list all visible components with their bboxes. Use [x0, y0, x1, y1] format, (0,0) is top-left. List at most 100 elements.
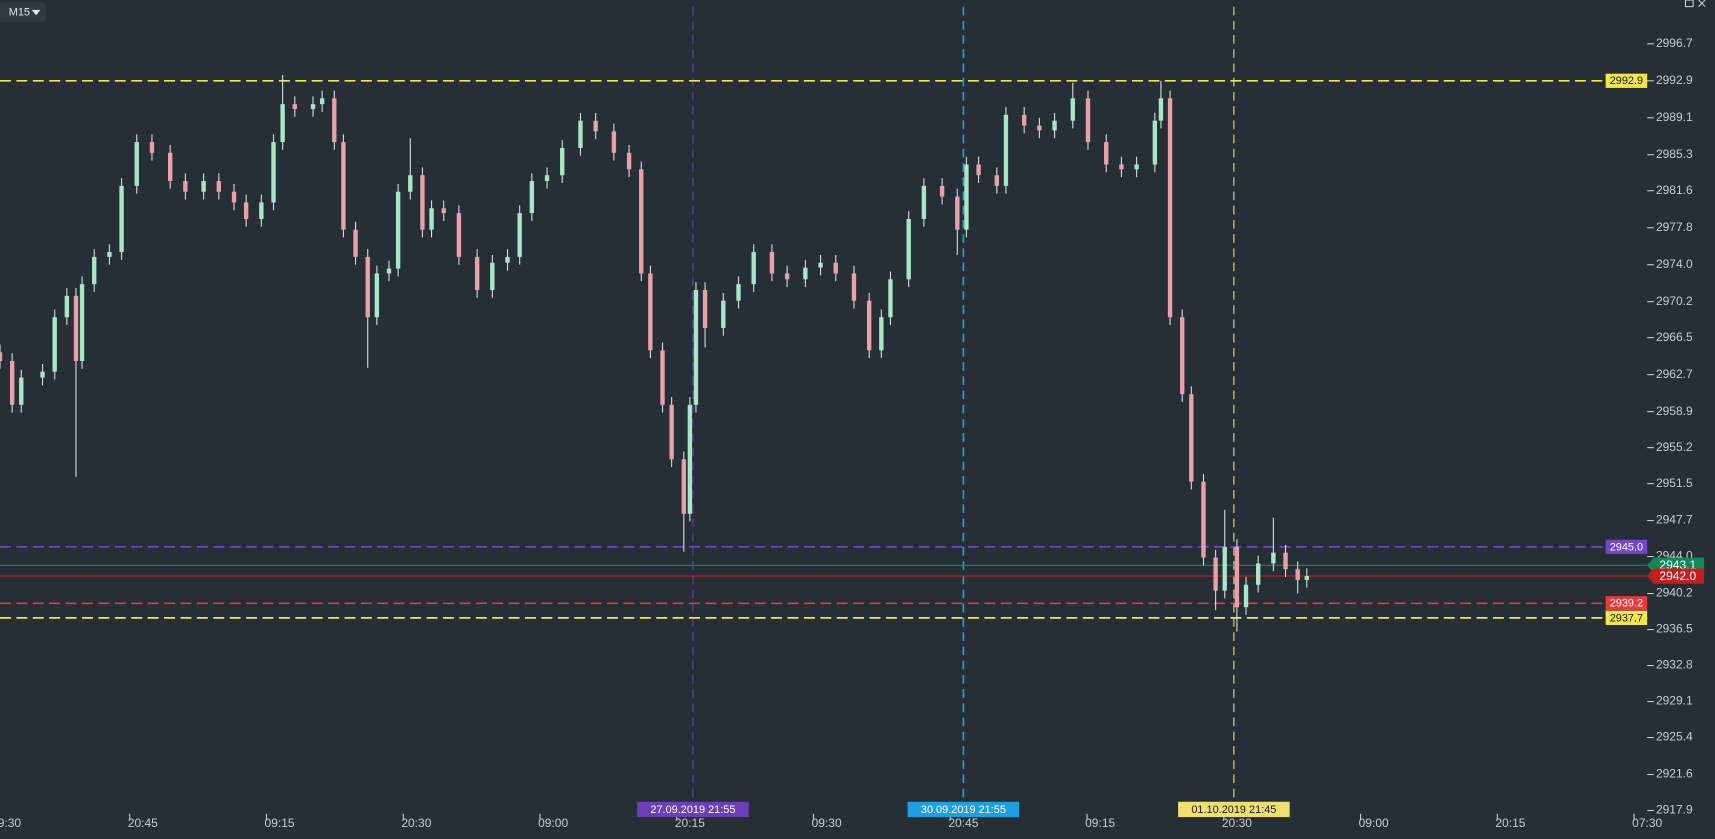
x-tick-label: 20:45 — [128, 816, 158, 830]
x-tick-label: 09:30 — [0, 816, 21, 830]
candle-body — [769, 252, 775, 274]
y-tick-label: 2958.9 — [1656, 404, 1693, 418]
candle-body — [271, 142, 276, 203]
candle-body — [19, 377, 24, 405]
y-tick-label: 2955.2 — [1656, 440, 1693, 454]
candle-body — [1295, 569, 1300, 580]
candle-body — [702, 289, 708, 328]
candle-body — [441, 208, 446, 214]
candle-body — [1304, 576, 1309, 580]
x-tick-label: 09:15 — [265, 816, 295, 830]
candle-body — [408, 175, 413, 192]
level-label: 2945.0 — [1610, 541, 1643, 553]
time-label: 30.09.2019 21:55 — [921, 804, 1006, 816]
time-label: 01.10.2019 21:45 — [1191, 804, 1276, 816]
level-label: 2937.7 — [1610, 612, 1643, 624]
y-tick-label: 2974.0 — [1656, 257, 1693, 271]
candle-body — [939, 185, 945, 197]
candle-body — [1152, 120, 1158, 165]
candle-body — [429, 208, 434, 230]
timeframe-button[interactable]: M15 — [0, 2, 46, 22]
candle-body — [52, 317, 57, 372]
candle-body — [1104, 142, 1109, 165]
candle-body — [1243, 584, 1249, 608]
candle-body — [648, 273, 653, 351]
candle-body — [395, 191, 401, 269]
candle-body — [1234, 546, 1240, 608]
candle-body — [310, 104, 316, 110]
candle-body — [149, 142, 155, 153]
y-tick-label: 2929.1 — [1656, 694, 1693, 708]
candle-body — [1037, 125, 1042, 131]
level-label-bg — [1605, 539, 1648, 554]
window-controls[interactable] — [1684, 0, 1706, 8]
candle-body — [1085, 98, 1091, 143]
candle-body — [626, 152, 632, 170]
close-icon — [1698, 0, 1706, 7]
x-tick-label: 09:00 — [1359, 816, 1389, 830]
candle-body — [964, 164, 969, 230]
candle-body — [906, 218, 911, 280]
candle-body — [611, 131, 617, 153]
candle-body — [243, 202, 249, 219]
candle-body — [0, 352, 3, 362]
level-label-bg — [1605, 610, 1648, 625]
candle-body — [818, 262, 823, 268]
candle-body — [353, 229, 358, 257]
level-label: 2992.9 — [1610, 75, 1643, 87]
candle-body — [1134, 164, 1139, 170]
candle-body — [40, 371, 45, 378]
candle-body — [319, 98, 325, 105]
candle-body — [994, 175, 1000, 186]
x-tick-label: 20:45 — [948, 816, 978, 830]
x-tick-label: 20:15 — [675, 816, 705, 830]
y-tick-label: 2992.9 — [1656, 73, 1693, 87]
candle-body — [92, 256, 97, 285]
candle-body — [1189, 394, 1194, 482]
maximize-icon — [1684, 0, 1694, 8]
level-label: 2939.2 — [1610, 598, 1643, 610]
candle-body — [79, 284, 85, 362]
time-label-bg — [637, 801, 749, 818]
candle-body — [578, 120, 583, 148]
candle-body — [1119, 164, 1124, 170]
candle-body — [1222, 546, 1227, 591]
candle-body — [292, 104, 297, 110]
x-tick-label: 09:00 — [538, 816, 568, 830]
candle-body — [955, 196, 960, 230]
x-tick-label: 20:30 — [1222, 816, 1252, 830]
y-tick-label: 2917.9 — [1656, 803, 1693, 817]
candle-body — [365, 256, 370, 318]
candle-body — [921, 185, 927, 219]
candle-body — [639, 169, 644, 274]
price-label: 2942.0 — [1659, 569, 1696, 583]
candle-body — [168, 152, 173, 182]
y-tick-label: 2966.5 — [1656, 330, 1693, 344]
candle-body — [784, 273, 790, 280]
candle-body — [505, 256, 510, 263]
candle-body — [456, 213, 462, 257]
candle-body — [216, 181, 222, 192]
candle-body — [866, 300, 872, 351]
candle-body — [1180, 317, 1185, 395]
candle-body — [134, 142, 139, 186]
y-tick-label: 2981.6 — [1656, 183, 1693, 197]
candle-body — [736, 284, 741, 301]
candle-body — [976, 164, 981, 176]
candle-body — [1283, 552, 1288, 570]
candle-body — [332, 98, 337, 143]
level-label-bg — [1605, 596, 1648, 611]
candle-body — [1255, 563, 1261, 585]
candle-body — [544, 175, 550, 182]
y-tick-label: 2940.2 — [1656, 586, 1693, 600]
y-tick-label: 2977.8 — [1656, 220, 1693, 234]
candle-body — [888, 279, 893, 318]
candle-body — [833, 262, 838, 274]
candle-body — [1052, 120, 1057, 131]
candle-body — [9, 361, 15, 405]
y-tick-label: 2970.2 — [1656, 294, 1693, 308]
candle-body — [1003, 114, 1009, 186]
price-label-bg — [1647, 568, 1705, 584]
